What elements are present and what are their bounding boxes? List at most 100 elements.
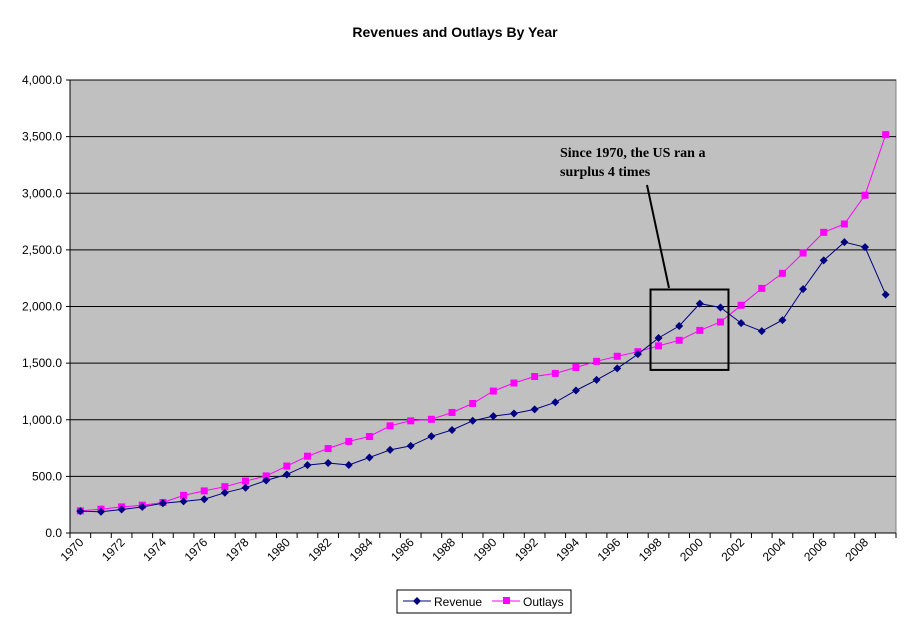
outlays-point [861,191,869,199]
outlays-point [303,452,311,460]
legend: Revenue Outlays [396,589,572,614]
x-tick-label: 2006 [801,535,830,564]
outlays-point [283,462,291,470]
legend-box [396,589,572,614]
revenue-point [489,412,498,421]
revenue-point [633,350,642,359]
outlays-point [448,408,456,416]
outlays-point [221,483,229,491]
outlays-point [882,131,890,139]
revenue-point [386,445,395,454]
outlays-point [551,369,559,377]
x-tick-label: 1978 [223,535,252,564]
x-tick-label: 1988 [429,535,458,564]
revenue-point [571,386,580,395]
outlays-point [345,437,353,445]
outlays-point [242,477,250,485]
revenue-point [427,432,436,441]
outlays-point [593,357,601,365]
revenue-point [262,476,271,485]
outlays-point [820,228,828,236]
outlays-line [80,134,887,512]
revenue-point [324,459,333,468]
revenue-point [530,405,539,414]
chart-title: Revenues and Outlays By Year [352,24,558,40]
y-tick-label: 3,500.0 [22,130,62,144]
annotation: Since 1970, the US ran a surplus 4 times [560,146,730,371]
outlays-point [778,269,786,277]
annotation-line-2: surplus 4 times [560,165,651,180]
x-tick-label: 1994 [553,535,582,564]
annotation-pointer [646,184,670,289]
outlays-point [324,445,332,453]
outlays-point [262,472,270,480]
revenue-point [96,507,105,516]
outlays-point [696,326,704,334]
outlays-point [407,417,415,425]
revenue-point [840,238,849,247]
y-tick-label: 0.0 [45,526,62,540]
x-tick-label: 1984 [347,535,376,564]
x-tick-label: 1992 [512,535,541,564]
revenue-point [819,256,828,265]
revenue-point [468,416,477,425]
x-tick-label: 1974 [140,535,169,564]
series-revenue [76,238,890,516]
x-tick-label: 1982 [305,535,334,564]
revenue-point [448,426,457,435]
revenue-point [509,409,518,418]
outlays-point [386,422,394,430]
legend-outlays-marker [503,597,510,604]
outlays-point [572,363,580,371]
revenue-point [551,398,560,407]
y-tick-label: 2,500.0 [22,243,62,257]
x-tick-label: 2002 [718,535,747,564]
outlays-point [180,491,188,499]
revenue-point [179,497,188,506]
revenue-point [365,453,374,462]
outlays-point [655,342,663,350]
x-tick-label: 1998 [636,535,665,564]
revenue-point [117,505,126,514]
outlays-point [737,301,745,309]
outlays-point [489,387,497,395]
legend-outlays-label: Outlays [523,595,564,609]
revenue-point [799,285,808,294]
y-tick-label: 1,500.0 [22,356,62,370]
revenue-point [200,495,209,504]
revenue-point [592,375,601,384]
outlays-point [758,284,766,292]
y-tick-label: 2,000.0 [22,300,62,314]
revenue-point [406,441,415,450]
revenue-point [303,461,312,470]
outlays-point [365,433,373,441]
revenue-point [220,488,229,497]
outlays-point [469,399,477,407]
outlays-point [840,220,848,228]
x-tick-label: 1970 [58,535,87,564]
revenue-point [76,507,85,516]
revenue-point [695,299,704,308]
annotation-line-1: Since 1970, the US ran a [560,146,705,161]
revenue-point [675,322,684,331]
x-tick-label: 2008 [842,535,871,564]
revenue-point [241,483,250,492]
x-tick-label: 1986 [388,535,417,564]
outlays-point [675,336,683,344]
revenue-point [716,303,725,312]
legend-revenue-marker [413,597,421,605]
revenue-point [861,243,870,252]
outlays-point [716,318,724,326]
y-tick-label: 1,000.0 [22,413,62,427]
x-tick-label: 1972 [99,535,128,564]
revenue-point [757,327,766,336]
revenue-point [881,290,890,299]
revenue-point [282,470,291,479]
revenue-line [80,241,887,513]
x-tick-label: 2000 [677,535,706,564]
outlays-point [531,373,539,381]
revenue-point [158,499,167,508]
x-tick-label: 1980 [264,535,293,564]
revenue-point [654,334,663,343]
outlays-point [613,352,621,360]
